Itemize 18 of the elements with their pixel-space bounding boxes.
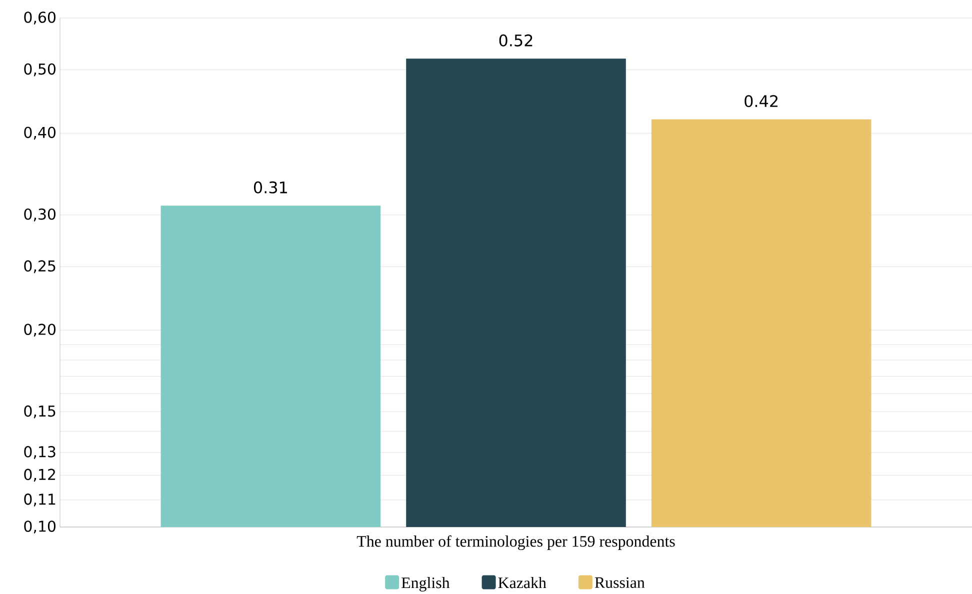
y-tick-label: 0,15 [24,405,56,418]
y-tick-label: 0,25 [24,260,56,274]
y-tick-label: 0,10 [24,520,56,534]
data-label: 0.52 [499,34,532,46]
y-tick-label: 0,11 [24,494,56,506]
y-tick-label: 0,50 [24,63,56,76]
y-tick-label: 0,20 [24,324,56,337]
data-label: 0.31 [254,181,287,194]
legend-label: Russian [594,577,645,588]
x-axis-title: The number of terminologies per 159 respondents [356,535,675,550]
y-tick-label: 0,30 [24,208,56,222]
y-tick-label: 0,12 [24,468,55,482]
y-tick-label: 0,40 [24,126,56,140]
legend-label: English [402,577,450,592]
legend-label: Kazakh [498,577,546,588]
y-tick-label: 0,60 [24,12,56,24]
y-tick-label: 0,13 [24,446,56,459]
data-label: 0.42 [744,95,778,108]
